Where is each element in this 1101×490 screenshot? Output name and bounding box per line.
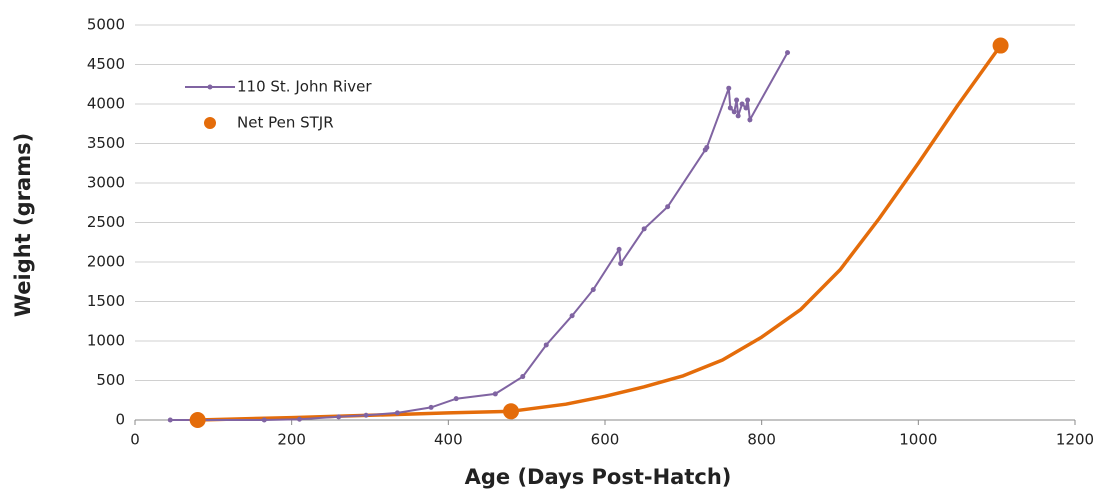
- point: [336, 414, 342, 420]
- point: [735, 113, 741, 119]
- point: [739, 101, 745, 107]
- y-tick-label: 4000: [87, 95, 125, 113]
- trendline: [197, 44, 1003, 422]
- legend-marker: [204, 117, 216, 129]
- x-axis-title: Age (Days Post-Hatch): [465, 465, 732, 489]
- x-tick-label: 600: [591, 431, 620, 449]
- point: [363, 412, 369, 418]
- legend-label: Net Pen STJR: [237, 114, 334, 132]
- series-line: [170, 52, 789, 421]
- point: [747, 117, 753, 123]
- point: [616, 246, 622, 252]
- point: [590, 287, 596, 293]
- point: [743, 105, 749, 111]
- dot: [189, 412, 206, 428]
- point: [727, 105, 733, 111]
- x-tick-label: 800: [747, 431, 776, 449]
- point: [453, 396, 459, 402]
- point: [394, 410, 400, 416]
- point: [618, 261, 624, 267]
- point: [297, 416, 302, 422]
- y-tick-label: 500: [96, 371, 125, 389]
- point: [641, 226, 647, 232]
- point: [734, 97, 740, 103]
- x-tick-label: 200: [277, 431, 306, 449]
- y-axis-title: Weight (grams): [11, 133, 35, 317]
- x-tick-label: 0: [130, 431, 140, 449]
- y-tick-label: 1500: [87, 292, 125, 310]
- point: [704, 144, 710, 150]
- dot: [992, 37, 1009, 54]
- dot: [503, 403, 519, 420]
- x-tick-label: 1000: [899, 431, 937, 449]
- point: [543, 342, 549, 348]
- point: [492, 391, 498, 397]
- point: [261, 417, 267, 423]
- point: [167, 417, 173, 423]
- y-tick-label: 3500: [87, 134, 125, 152]
- y-tick-label: 4500: [87, 55, 125, 73]
- point: [520, 374, 526, 380]
- y-tick-label: 0: [115, 411, 125, 429]
- x-tick-label: 400: [434, 431, 463, 449]
- point: [785, 50, 791, 56]
- y-tick-label: 5000: [87, 16, 125, 34]
- point: [726, 85, 732, 91]
- legend-label: 110 St. John River: [237, 78, 372, 96]
- point: [731, 109, 737, 115]
- y-tick-label: 2500: [87, 213, 125, 231]
- y-tick-label: 2000: [87, 253, 125, 271]
- y-tick-label: 3000: [87, 174, 125, 192]
- point: [665, 204, 671, 210]
- x-tick-label: 1200: [1056, 431, 1094, 449]
- legend-marker: [207, 84, 213, 90]
- y-tick-label: 1000: [87, 332, 125, 350]
- point: [569, 313, 575, 319]
- point: [428, 404, 434, 410]
- point: [745, 97, 751, 103]
